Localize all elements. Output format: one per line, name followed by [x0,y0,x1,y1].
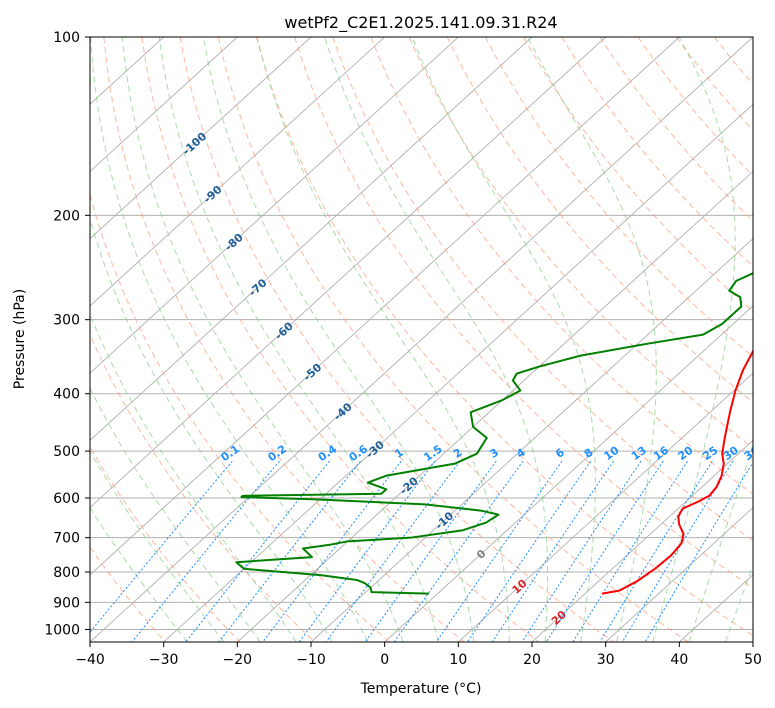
y-tick-label: 300 [53,313,80,329]
y-tick-label: 500 [53,444,80,460]
x-tick-label: −20 [223,652,253,668]
chart-title: wetPf2_C2E1.2025.141.09.31.R24 [284,13,557,33]
x-tick-label: 30 [597,652,615,668]
y-tick-label: 100 [53,30,80,46]
x-axis-label: Temperature (°C) [360,681,482,697]
y-tick-label: 1000 [44,622,80,638]
y-tick-label: 800 [53,565,80,581]
y-tick-label: 600 [53,491,80,507]
y-axis-label: Pressure (hPa) [12,289,28,389]
x-tick-label: 40 [670,652,688,668]
y-tick-label: 400 [53,387,80,403]
y-tick-label: 900 [53,595,80,611]
x-tick-label: −30 [149,652,179,668]
x-tick-label: 10 [449,652,467,668]
y-tick-label: 200 [53,208,80,224]
x-tick-label: −10 [296,652,326,668]
x-tick-label: −40 [75,652,105,668]
y-tick-label: 700 [53,531,80,547]
x-tick-label: 0 [380,652,389,668]
x-tick-label: 50 [744,652,762,668]
x-tick-label: 20 [523,652,541,668]
